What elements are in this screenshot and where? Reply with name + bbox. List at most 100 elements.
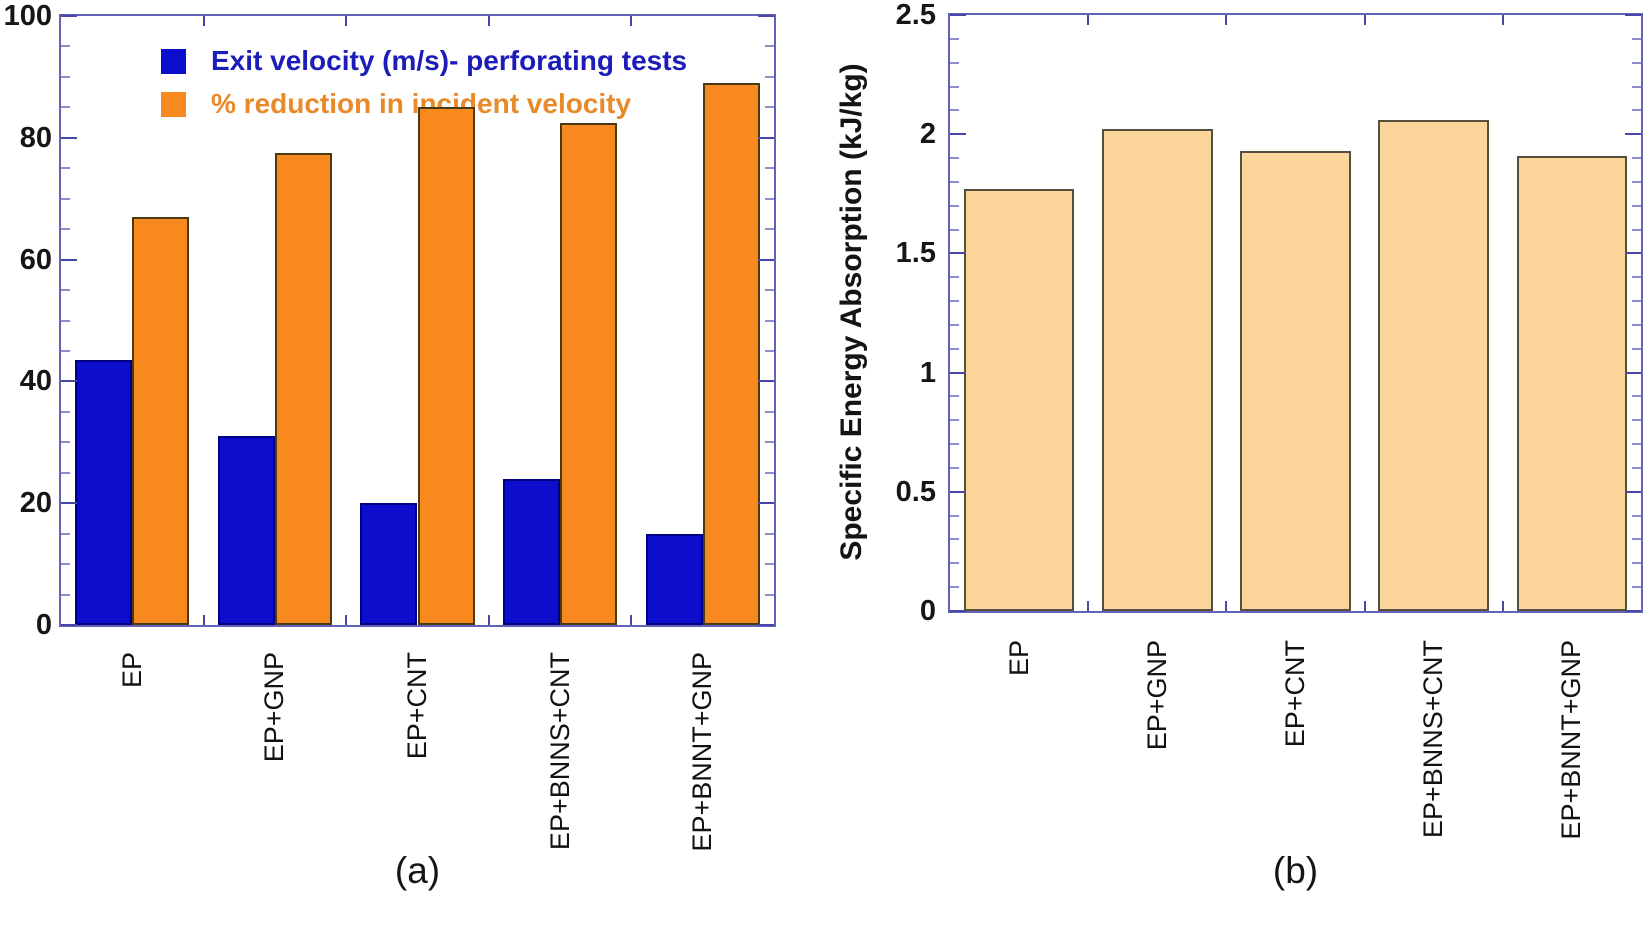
x-boundary-tick [630,615,633,625]
y-minor-tick [61,45,70,48]
category-cell: EP+CNT [1226,640,1364,850]
legend-label-exit-velocity: Exit velocity (m/s)- perforating tests [211,45,688,76]
y-minor-tick [1632,562,1641,565]
y-minor-tick [765,563,774,566]
y-minor-tick [950,538,959,541]
bar-b-s0-EP+CNT [1240,150,1351,611]
y-minor-tick [950,395,959,398]
category-cell: EP+BNNS+CNT [489,652,632,862]
y-minor-tick [950,109,959,112]
y-major-tick [1625,610,1641,612]
y-minor-tick [950,37,959,40]
y-minor-tick [1632,204,1641,207]
x-boundary-tick [202,615,205,625]
y-minor-tick [950,61,959,64]
category-label: EP+BNNS+CNT [1418,640,1449,839]
y-minor-tick [950,562,959,565]
x-boundary-tick [487,16,490,26]
y-minor-tick [765,289,774,292]
y-minor-tick [765,319,774,322]
bar-a-s0-EP+BNNT+GNP [645,533,703,625]
legend-row-exit-velocity: Exit velocity (m/s)- perforating tests [161,45,687,77]
y-minor-tick [1632,443,1641,446]
x-boundary-tick [1087,15,1090,25]
y-major-tick [61,502,77,505]
y-minor-tick [1632,157,1641,160]
y-tick-label: 80 [19,121,52,154]
y-minor-tick [1632,61,1641,64]
bar-a-s0-EP+CNT [360,503,418,625]
y-minor-tick [1632,228,1641,231]
y-tick-label: 100 [3,0,52,32]
category-label: EP+BNNS+CNT [544,652,575,851]
x-boundary-tick [1363,15,1366,25]
bar-a-s1-EP+GNP [274,153,332,625]
y-minor-tick [1632,538,1641,541]
y-major-tick [758,380,774,383]
y-minor-tick [765,532,774,535]
y-major-tick [1625,133,1641,136]
x-boundary-tick [1225,15,1228,25]
category-cell: EP+GNP [1088,640,1226,850]
y-major-tick [758,502,774,505]
y-minor-tick [1632,586,1641,589]
x-boundary-tick [1363,601,1366,611]
y-minor-tick [61,289,70,292]
y-minor-tick [1632,109,1641,112]
category-label: EP+BNNT+GNP [687,652,718,852]
y-major-tick [758,258,774,261]
category-label: EP+BNNT+GNP [1556,640,1587,840]
y-minor-tick [1632,395,1641,398]
y-minor-tick [61,106,70,109]
y-minor-tick [1632,419,1641,422]
bar-a-s1-EP+BNNT+GNP [702,82,760,625]
y-major-tick [61,15,77,17]
legend-swatch-exit-velocity [161,48,186,74]
y-minor-tick [950,323,959,326]
y-major-tick [758,624,774,626]
category-cell: EP+CNT [346,652,489,862]
y-tick-label: 0 [35,609,52,641]
bar-b-s0-EP+BNNS+CNT [1378,119,1489,611]
y-minor-tick [61,471,70,474]
category-cell: EP+BNNT+GNP [631,652,774,862]
y-major-tick [950,252,966,255]
y-major-tick [950,490,966,493]
y-minor-tick [1632,180,1641,183]
category-cell: EP+GNP [204,652,347,862]
y-minor-tick [765,45,774,48]
y-minor-tick [1632,85,1641,88]
plot-area-b [948,13,1643,613]
y-tick-label: 20 [19,487,52,520]
y-minor-tick [950,204,959,207]
y-minor-tick [765,197,774,200]
y-major-tick [61,258,77,261]
legend: Exit velocity (m/s)- perforating tests %… [161,45,687,120]
y-minor-tick [61,75,70,78]
y-tick-label: 1.5 [895,237,936,270]
y-major-tick [950,610,966,612]
y-minor-tick [950,228,959,231]
y-major-tick [61,136,77,139]
y-major-tick [1625,14,1641,16]
y-tick-label: 2 [919,118,936,151]
y-minor-tick [61,410,70,413]
category-cell: EP+BNNS+CNT [1365,640,1503,850]
y-minor-tick [61,563,70,566]
bar-a-s1-EP+CNT [417,107,475,625]
y-minor-tick [950,347,959,350]
plot-area-a: Exit velocity (m/s)- perforating tests %… [59,14,776,627]
x-boundary-tick [202,16,205,26]
y-minor-tick [950,157,959,160]
bar-a-s0-EP+GNP [217,436,275,625]
y-tick-label: 1 [919,356,936,389]
y-minor-tick [1632,37,1641,40]
y-minor-tick [61,197,70,200]
y-minor-tick [950,300,959,303]
category-label: EP+GNP [1141,640,1172,751]
x-boundary-tick [630,16,633,26]
y-minor-tick [61,319,70,322]
y-minor-tick [1632,466,1641,469]
y-tick-label: 60 [19,243,52,276]
y-minor-tick [765,410,774,413]
